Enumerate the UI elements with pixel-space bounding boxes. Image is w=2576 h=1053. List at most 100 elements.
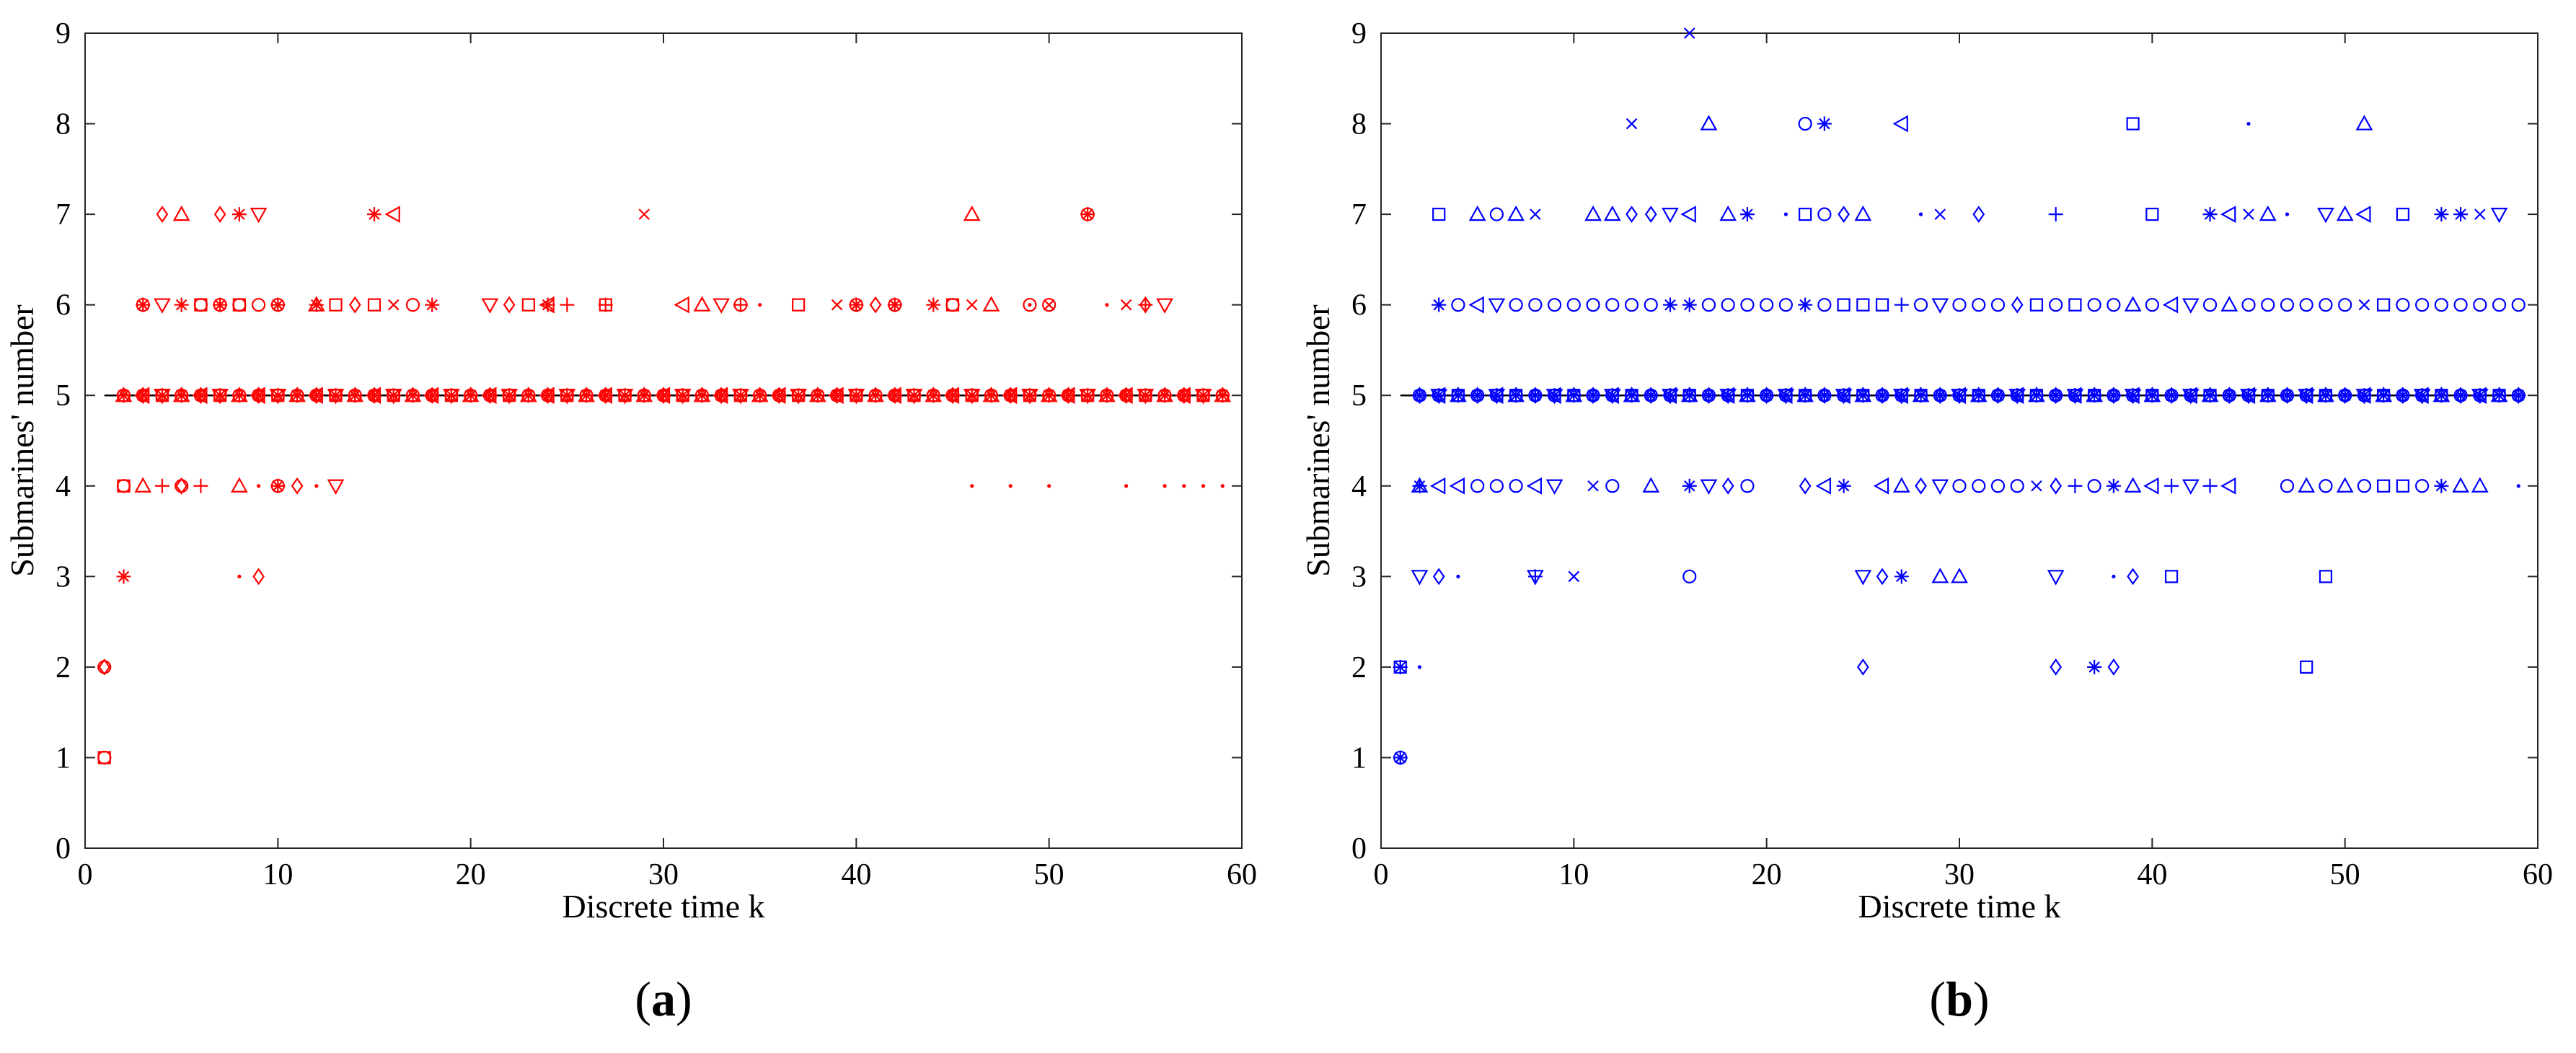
panel-b-label-letter: b [1946, 972, 1973, 1026]
data-point-row5 [1412, 388, 1427, 403]
data-point [2011, 296, 2024, 314]
panel-a-label: (a) [635, 972, 692, 1026]
y-tick-label: 2 [1351, 651, 1367, 684]
data-point [1739, 207, 1755, 222]
data-point [1798, 297, 1813, 312]
data-point [1817, 207, 1832, 221]
data-point-row5 [791, 388, 806, 403]
panel-b-data-points [1393, 27, 2526, 765]
data-point-row5 [560, 388, 575, 403]
y-tick-label: 6 [56, 289, 71, 322]
x-tick-label: 10 [1558, 858, 1589, 891]
data-point-row5 [1157, 388, 1173, 403]
data-point [1456, 574, 1460, 578]
data-point [1913, 298, 1928, 312]
data-point-row5 [1739, 388, 1755, 403]
data-point [2087, 298, 2101, 312]
data-point-row5 [133, 387, 150, 405]
data-point [1156, 298, 1173, 314]
data-point [116, 569, 131, 584]
data-point [2377, 298, 2391, 312]
data-point-row5 [2299, 388, 2314, 403]
data-point [1760, 298, 1774, 312]
data-point-row5 [1059, 387, 1075, 405]
data-point-row5 [2010, 388, 2025, 403]
data-point [1124, 484, 1129, 488]
data-point-row5 [656, 388, 671, 403]
x-tick-label: 20 [456, 858, 486, 891]
data-point [2202, 298, 2218, 312]
data-point-row5 [1021, 389, 1038, 405]
data-point-row5 [1489, 388, 1504, 403]
data-point-row5 [309, 388, 324, 403]
panel-a-label-open-paren: ( [635, 972, 651, 1026]
data-point-row5 [251, 388, 266, 403]
data-point [1603, 205, 1621, 221]
data-point-row5 [2239, 387, 2256, 405]
data-point [2112, 574, 2116, 578]
data-point [2246, 121, 2251, 126]
data-point-row5 [2298, 389, 2316, 405]
data-point-row5 [405, 388, 420, 403]
data-point-row5 [1003, 388, 1018, 403]
data-point-row5 [540, 388, 555, 403]
data-point [1432, 568, 1445, 586]
data-point [98, 658, 111, 676]
data-point [1528, 298, 1543, 312]
data-point [1817, 298, 1832, 312]
data-point-row5 [2259, 386, 2277, 402]
data-point-row5 [616, 389, 634, 405]
data-point [154, 478, 169, 493]
data-point-row5 [1835, 387, 1851, 405]
data-point [2492, 298, 2507, 312]
data-point [270, 297, 286, 312]
data-point [2336, 205, 2354, 221]
data-point [384, 206, 400, 223]
data-point [2453, 298, 2468, 312]
data-point-row5 [2395, 388, 2410, 403]
data-point-row5 [1990, 388, 2006, 403]
data-point-row5 [558, 389, 576, 405]
data-point [1682, 297, 1697, 312]
data-point [2377, 479, 2391, 493]
data-point-row5 [964, 388, 979, 403]
data-point [329, 298, 343, 312]
data-point-row5 [1176, 388, 1191, 403]
data-point-row5 [2492, 388, 2507, 403]
x-tick-label: 40 [2137, 858, 2167, 891]
data-point-row5 [926, 388, 941, 403]
data-point-row5 [1739, 386, 1756, 402]
data-point-row5 [154, 389, 171, 405]
data-point-row5 [116, 388, 131, 403]
data-point [2516, 484, 2520, 488]
data-point-row5 [1194, 389, 1212, 405]
panel-a-ticks: 0 10 20 30 40 50 60 0 1 2 3 4 5 6 7 8 9 [56, 17, 1257, 891]
data-point [2453, 207, 2469, 222]
data-point [2396, 479, 2409, 493]
data-point [231, 207, 247, 222]
data-point-row5 [2087, 388, 2102, 403]
data-point [849, 298, 863, 312]
data-point-row5 [1215, 388, 1230, 403]
data-point-row5 [1682, 388, 1697, 403]
data-point-row5 [425, 388, 440, 403]
data-point [1972, 298, 1986, 312]
data-point [1545, 479, 1563, 495]
data-point [1624, 298, 1639, 312]
data-point-row5 [752, 388, 767, 403]
data-point [252, 298, 266, 312]
data-point [1509, 479, 1523, 493]
data-point-row5 [2086, 386, 2103, 402]
panel-b-ticks: 0 10 20 30 40 50 60 0 1 2 3 4 5 6 7 8 9 [1351, 17, 2553, 891]
data-point [232, 298, 246, 312]
data-point [175, 479, 189, 493]
panel-b-label-close-paren: ) [1973, 972, 1990, 1026]
data-point [2261, 298, 2275, 312]
data-point-row5 [1138, 388, 1153, 403]
data-point-row5 [502, 388, 517, 403]
data-point [2415, 298, 2430, 312]
data-point-row5 [2008, 387, 2024, 405]
data-point [1798, 116, 1812, 131]
data-point-row5 [1719, 389, 1737, 405]
data-point-row5 [1488, 389, 1506, 405]
